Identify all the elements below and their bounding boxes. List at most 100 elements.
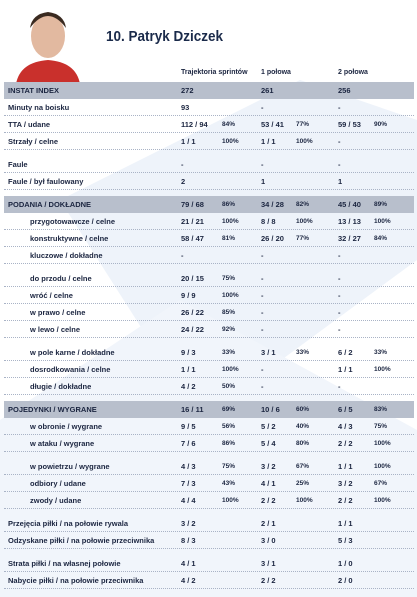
stat-row: przygotowawcze / celne 21 / 21 100% 8 / 8 10… <box>4 213 414 230</box>
stat-row: Odzyskane piłki / na połowie przeciwnika… <box>4 532 414 549</box>
row-label: Nabycie piłki / na połowie przeciwnika <box>8 576 144 585</box>
row-group: PODANIA / DOKŁADNE 79 / 68 86% 34 / 28 82% 45… <box>4 196 414 264</box>
stat-row: wróć / celne 9 / 9 100% - - <box>4 287 414 304</box>
row-label: w lewo / celne <box>30 325 81 334</box>
cell-value: 2 / 0 <box>338 576 353 585</box>
row-label: konstruktywne / celne <box>30 234 109 243</box>
cell-value: - <box>261 160 264 169</box>
cell-value: 59 / 53 <box>338 120 361 129</box>
stat-row: TTA / udane 112 / 94 84% 53 / 41 77% 59 / 53 9… <box>4 116 414 133</box>
cell-value: 4 / 4 <box>181 496 196 505</box>
section-heading: INSTAT INDEX 272 261 256 <box>4 82 414 99</box>
stat-row: w powietrzu / wygrane 4 / 3 75% 3 / 2 67% 1 /… <box>4 458 414 475</box>
cell-value: 4 / 1 <box>261 479 276 488</box>
row-label: PODANIA / DOKŁADNE <box>8 200 92 209</box>
stat-row: Minuty na boisku 93 - - <box>4 99 414 116</box>
row-group: POJEDYNKI / WYGRANE 16 / 11 69% 10 / 6 60% 6 … <box>4 401 414 452</box>
column-header: 1 połowa <box>261 69 291 76</box>
cell-value: 6 / 5 <box>338 405 353 414</box>
row-label: w ataku / wygrane <box>30 439 95 448</box>
stat-row: zwody / udane 4 / 4 100% 2 / 2 100% 2 / 2 100% <box>4 492 414 509</box>
cell-percent: 75% <box>222 275 236 282</box>
row-label: Strata piłki / na własnej połowie <box>8 559 121 568</box>
cell-percent: 75% <box>222 463 236 470</box>
cell-value: 5 / 2 <box>261 422 276 431</box>
stat-row: w obronie / wygrane 9 / 5 56% 5 / 2 40% 4 / 3… <box>4 418 414 435</box>
cell-value: 1 <box>338 177 343 186</box>
cell-value: 1 <box>261 177 266 186</box>
cell-value: 8 / 8 <box>261 217 276 226</box>
cell-percent: 100% <box>374 366 391 373</box>
row-label: wróć / celne <box>30 291 73 300</box>
cell-percent: 40% <box>296 423 310 430</box>
cell-percent: 100% <box>374 218 391 225</box>
row-label: długie / dokładne <box>30 382 92 391</box>
stat-row: długie / dokładne 4 / 2 50% - - <box>4 378 414 395</box>
cell-value: 26 / 20 <box>261 234 284 243</box>
cell-value: - <box>261 325 264 334</box>
cell-value: 3 / 1 <box>261 559 276 568</box>
cell-value: - <box>338 325 341 334</box>
cell-value: 4 / 2 <box>181 576 196 585</box>
stat-row: Strzały / celne 1 / 1 100% 1 / 1 100% - <box>4 133 414 150</box>
cell-percent: 33% <box>296 349 310 356</box>
cell-value: - <box>261 308 264 317</box>
cell-percent: 86% <box>222 201 236 208</box>
stat-row: Nabycie piłki / na połowie przeciwnika 4 … <box>4 572 414 589</box>
cell-percent: 100% <box>222 366 239 373</box>
cell-value: 26 / 22 <box>181 308 204 317</box>
cell-value: 7 / 6 <box>181 439 196 448</box>
cell-value: - <box>338 308 341 317</box>
cell-value: 58 / 47 <box>181 234 204 243</box>
cell-percent: 100% <box>374 440 391 447</box>
cell-value: 2 / 2 <box>261 496 276 505</box>
cell-value: 272 <box>181 86 194 95</box>
row-label: odbiory / udane <box>30 479 86 488</box>
cell-value: 3 / 2 <box>261 462 276 471</box>
cell-percent: 83% <box>374 406 388 413</box>
row-group: w powietrzu / wygrane 4 / 3 75% 3 / 2 67% 1 /… <box>4 458 414 509</box>
cell-value: 5 / 3 <box>338 536 353 545</box>
player-name: 10. Patryk Dziczek <box>106 28 224 45</box>
cell-percent: 100% <box>374 497 391 504</box>
stat-row: Strata piłki / na własnej połowie 4 / 1 3 … <box>4 555 414 572</box>
row-label: Odzyskane piłki / na połowie przeciwnika <box>8 536 155 545</box>
cell-value: - <box>261 291 264 300</box>
cell-value: 3 / 1 <box>261 348 276 357</box>
cell-value: 24 / 22 <box>181 325 204 334</box>
cell-value: 93 <box>181 103 190 112</box>
cell-value: 1 / 1 <box>338 462 353 471</box>
cell-value: 10 / 6 <box>261 405 280 414</box>
cell-value: 9 / 5 <box>181 422 196 431</box>
cell-value: - <box>338 103 341 112</box>
stat-row: Faule / był faulowany 2 1 1 <box>4 173 414 190</box>
cell-value: 1 / 0 <box>338 559 353 568</box>
row-label: dosrodkowania / celne <box>30 365 111 374</box>
row-label: Faule <box>8 160 28 169</box>
row-label: zwody / udane <box>30 496 82 505</box>
cell-percent: 100% <box>222 138 239 145</box>
cell-value: 2 / 2 <box>261 576 276 585</box>
cell-percent: 67% <box>374 480 388 487</box>
row-label: Przejęcia piłki / na połowie rywala <box>8 519 129 528</box>
cell-value: 21 / 21 <box>181 217 204 226</box>
cell-value: 1 / 1 <box>338 365 353 374</box>
cell-value: 8 / 3 <box>181 536 196 545</box>
cell-percent: 77% <box>296 235 310 242</box>
stat-row: Faule - - - <box>4 156 414 173</box>
row-group: Przejęcia piłki / na połowie rywala 3 / 2… <box>4 515 414 549</box>
cell-value: 6 / 2 <box>338 348 353 357</box>
watermark-shape <box>0 300 417 597</box>
cell-percent: 33% <box>374 349 388 356</box>
row-group: Strata piłki / na własnej połowie 4 / 1 3 … <box>4 555 414 589</box>
row-label: Strzały / celne <box>8 137 59 146</box>
row-label: w powietrzu / wygrane <box>30 462 110 471</box>
cell-value: 5 / 4 <box>261 439 276 448</box>
cell-percent: 82% <box>296 201 310 208</box>
row-label: do przodu / celne <box>30 274 92 283</box>
cell-value: 3 / 2 <box>181 519 196 528</box>
cell-value: - <box>338 274 341 283</box>
cell-value: - <box>261 251 264 260</box>
cell-percent: 100% <box>222 497 239 504</box>
